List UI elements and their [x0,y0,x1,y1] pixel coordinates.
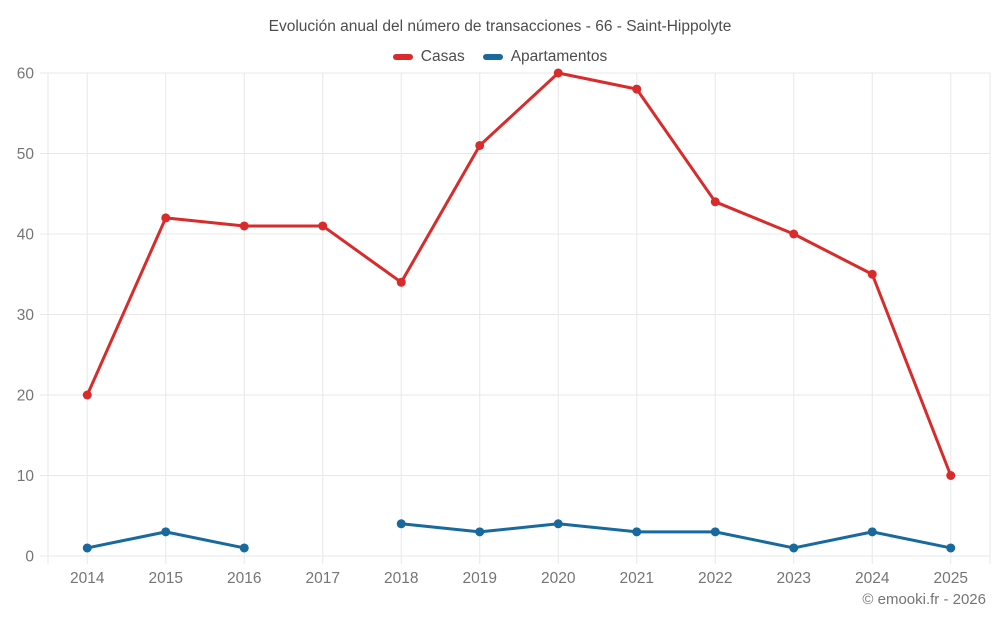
x-tick-label-2022: 2022 [698,570,732,587]
legend-swatch-apartamentos [482,54,503,60]
y-tick-label-40: 40 [17,227,35,244]
x-tick-label-2017: 2017 [306,570,340,587]
x-tick-label-2020: 2020 [541,570,576,587]
data-point-apartamentos-2018[interactable] [396,519,406,529]
data-point-apartamentos-2016[interactable] [239,543,249,553]
x-tick-label-2023: 2023 [777,570,811,587]
data-point-casas-2018[interactable] [396,277,406,287]
series-line-casas [85,71,953,477]
data-point-apartamentos-2020[interactable] [553,519,563,529]
x-tick-label-2015: 2015 [149,570,183,587]
x-tick-label-2021: 2021 [620,570,654,587]
data-point-casas-2020[interactable] [553,68,563,78]
data-point-apartamentos-2015[interactable] [161,527,171,537]
y-tick-label-20: 20 [17,388,35,405]
data-point-apartamentos-2014[interactable] [82,543,92,553]
copyright-footer: © emooki.fr - 2026 [862,591,986,608]
data-point-casas-2022[interactable] [710,197,720,207]
data-point-casas-2015[interactable] [161,213,171,223]
x-tick-label-2014: 2014 [70,570,105,587]
data-point-casas-2021[interactable] [632,84,642,94]
legend-swatch-casas [392,54,413,60]
x-tick-label-2018: 2018 [384,570,418,587]
data-point-apartamentos-2023[interactable] [789,543,799,553]
data-point-apartamentos-2024[interactable] [867,527,877,537]
legend-item-apartamentos[interactable]: Apartamentos [482,48,608,66]
data-point-apartamentos-2022[interactable] [710,527,720,537]
y-tick-label-0: 0 [25,549,34,566]
series-line-apartamentos [399,522,953,550]
legend-item-casas[interactable]: Casas [392,48,465,66]
y-tick-label-60: 60 [17,66,35,83]
data-point-casas-2023[interactable] [789,229,799,239]
x-tick-label-2024: 2024 [855,570,890,587]
x-tick-label-2016: 2016 [227,570,261,587]
data-point-casas-2016[interactable] [239,221,249,231]
chart-title: Evolución anual del número de transaccio… [268,18,732,35]
data-point-apartamentos-2021[interactable] [632,527,642,537]
legend-label-casas: Casas [420,48,465,65]
data-point-casas-2024[interactable] [867,269,877,279]
data-point-casas-2017[interactable] [318,221,328,231]
y-tick-label-50: 50 [17,146,35,163]
y-tick-label-30: 30 [17,307,35,324]
data-point-apartamentos-2025[interactable] [946,543,956,553]
y-tick-label-10: 10 [17,468,35,485]
data-point-casas-2025[interactable] [946,471,956,480]
legend: Casas Apartamentos [0,48,1000,66]
x-tick-label-2019: 2019 [463,570,497,587]
data-point-casas-2014[interactable] [82,390,92,400]
data-point-apartamentos-2019[interactable] [475,527,485,537]
legend-label-apartamentos: Apartamentos [510,48,608,65]
data-point-casas-2019[interactable] [475,140,485,150]
x-tick-label-2025: 2025 [934,570,968,587]
